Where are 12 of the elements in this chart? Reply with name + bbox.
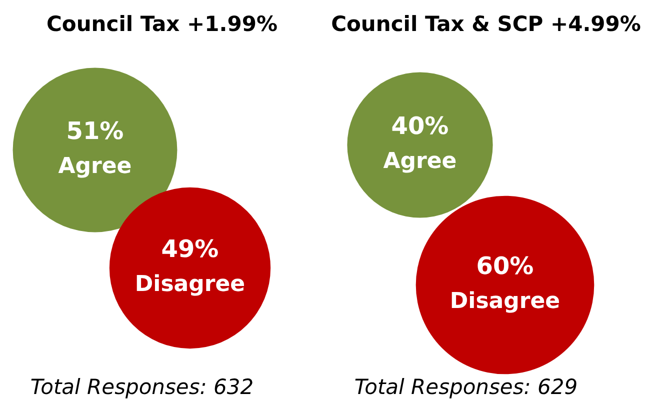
category-label: Disagree <box>134 272 246 297</box>
data-label: 40% <box>391 112 449 140</box>
data-label: 51% <box>66 117 124 145</box>
text: Council Tax +1.99% <box>46 12 278 36</box>
data-label: 60% <box>476 252 534 280</box>
text: Total Responses: 632 <box>30 375 254 399</box>
text: Council Tax & SCP +4.99% <box>331 12 641 36</box>
category-label: Agree <box>58 154 132 179</box>
text: Total Responses: 629 <box>354 375 578 399</box>
category-label: Disagree <box>450 289 560 314</box>
category-label: Agree <box>383 149 457 174</box>
data-label: 49% <box>161 235 219 263</box>
